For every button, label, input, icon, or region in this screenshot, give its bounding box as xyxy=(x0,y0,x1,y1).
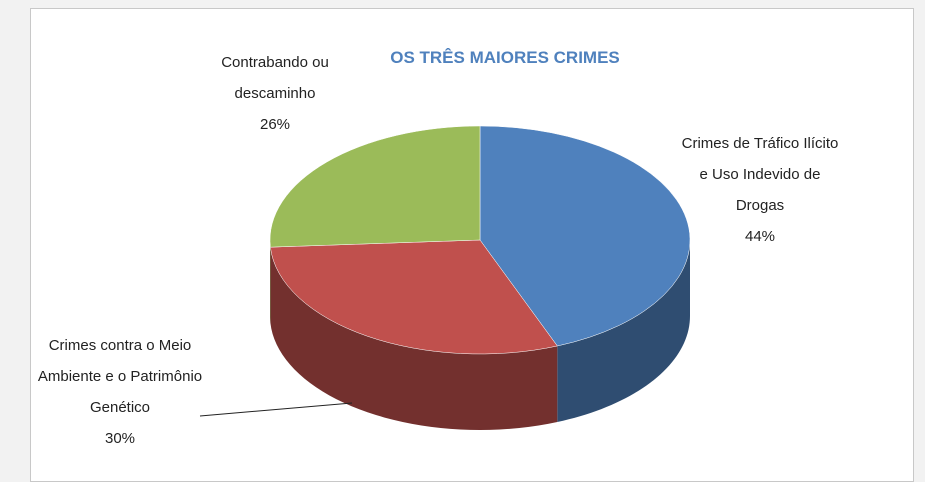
slice xyxy=(269,125,481,248)
value-label: 30% xyxy=(104,430,136,447)
slice xyxy=(479,125,691,347)
leader-line xyxy=(199,402,353,417)
value-label: 26% xyxy=(259,116,291,133)
slice-side xyxy=(557,240,690,422)
category-name: Contrabando ou descaminho xyxy=(221,54,329,102)
slice-label: Crimes de Tráfico Ilícito e Uso Indevido… xyxy=(680,128,840,252)
category-name: Crimes contra o Meio Ambiente e o Patrim… xyxy=(37,337,203,416)
slice xyxy=(270,239,558,355)
slice-label: Contrabando ou descaminho 26% xyxy=(195,47,355,140)
category-name: Crimes de Tráfico Ilícito e Uso Indevido… xyxy=(681,135,839,214)
slice-label: Crimes contra o Meio Ambiente e o Patrim… xyxy=(20,330,220,454)
chart-title: OS TRÊS MAIORES CRIMES xyxy=(390,48,620,67)
value-label: 44% xyxy=(744,228,776,245)
slice-side xyxy=(270,247,558,430)
